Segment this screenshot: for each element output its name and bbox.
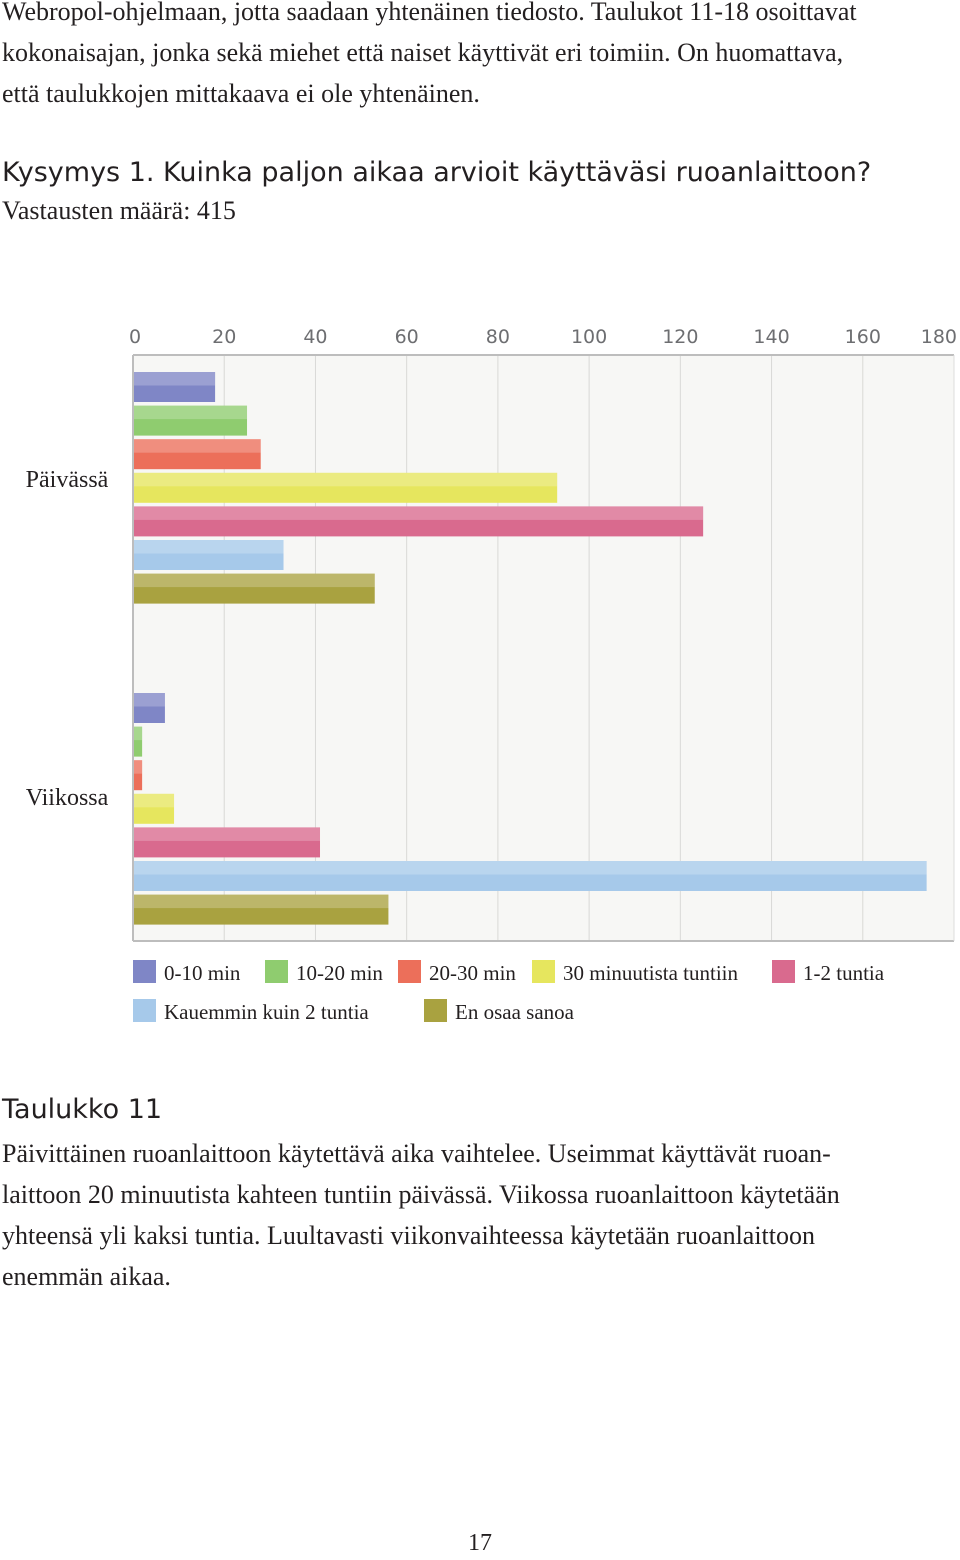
bar [133, 827, 321, 858]
bar-highlight [133, 540, 284, 554]
description-line: Päivittäinen ruoanlaittoon käytettävä ai… [2, 1139, 831, 1168]
x-tick-label: 160 [845, 326, 881, 348]
bar-highlight [133, 506, 704, 520]
legend-label: 10-20 min [296, 961, 383, 985]
description-line: enemmän aikaa. [2, 1262, 171, 1291]
x-tick-label: 180 [921, 326, 957, 348]
bar [133, 894, 389, 925]
bar [133, 540, 284, 570]
legend-label: 20-30 min [429, 961, 516, 985]
bar [133, 506, 704, 537]
legend-label: 0-10 min [164, 961, 241, 985]
bar [133, 861, 927, 891]
x-tick-label: 0 [129, 326, 141, 348]
intro-line: Webropol-ohjelmaan, jotta saadaan yhtenä… [2, 0, 857, 26]
legend-swatch [133, 999, 156, 1022]
bar [133, 693, 165, 723]
bar-highlight [133, 760, 143, 774]
bar-highlight [133, 439, 261, 453]
question-heading: Kysymys 1. Kuinka paljon aikaa arvioit k… [2, 157, 872, 188]
bar [133, 405, 248, 436]
x-tick-label: 80 [486, 326, 510, 348]
bar [133, 472, 558, 503]
bar [133, 760, 143, 791]
response-count: Vastausten määrä: 415 [2, 196, 236, 225]
x-tick-label: 40 [303, 326, 327, 348]
intro-paragraph: Webropol-ohjelmaan, jotta saadaan yhtenä… [2, 0, 857, 114]
description-line: yhteensä yli kaksi tuntia. Luultavasti v… [2, 1221, 816, 1250]
legend-swatch [424, 999, 447, 1022]
category-labels: Päivässä Viikossa [26, 467, 109, 811]
legend-label: 1-2 tuntia [803, 961, 885, 985]
bar-chart: 0 20 40 60 80 100 120 140 160 180 Päivässä Viikoss… [26, 326, 957, 1024]
intro-line: kokonaisajan, jonka sekä miehet että nai… [2, 38, 844, 67]
bar [133, 726, 143, 757]
table-title: Taulukko 11 [2, 1094, 163, 1125]
legend-label: 30 minuutista tuntiin [563, 961, 739, 985]
bar-highlight [133, 573, 375, 588]
description-line: laittoon 20 minuutista kahteen tuntiin p… [2, 1180, 840, 1209]
bar-highlight [133, 894, 389, 909]
page-number: 17 [468, 1530, 492, 1556]
category-label: Viikossa [26, 785, 109, 811]
axes [132, 354, 955, 942]
bars [133, 372, 927, 925]
bar-highlight [133, 861, 927, 875]
bar-highlight [133, 405, 248, 420]
legend: 0-10 min 10-20 min 20-30 min 30 minuutista … [133, 960, 885, 1024]
x-axis-ticks: 0 20 40 60 80 100 120 140 160 180 [129, 326, 957, 348]
category-label: Päivässä [26, 467, 109, 493]
legend-swatch [265, 960, 288, 983]
bar [133, 573, 375, 604]
x-tick-label: 60 [395, 326, 419, 348]
description-paragraph: Päivittäinen ruoanlaittoon käytettävä ai… [2, 1133, 840, 1297]
bar [133, 372, 216, 402]
bar-highlight [133, 472, 558, 487]
intro-line: että taulukkojen mittakaava ei ole yhten… [2, 79, 480, 108]
x-tick-label: 20 [212, 326, 236, 348]
legend-swatch [532, 960, 555, 983]
bar-highlight [133, 827, 321, 841]
x-tick-label: 100 [571, 326, 607, 348]
bar [133, 793, 175, 824]
legend-label: En osaa sanoa [455, 1000, 575, 1024]
bar-highlight [133, 726, 143, 741]
legend-swatch [133, 960, 156, 983]
legend-swatch [772, 960, 795, 983]
bar-highlight [133, 372, 216, 386]
x-tick-label: 140 [753, 326, 789, 348]
bar-highlight [133, 793, 175, 808]
legend-label: Kauemmin kuin 2 tuntia [164, 1000, 369, 1024]
x-tick-label: 120 [662, 326, 698, 348]
legend-swatch [398, 960, 421, 983]
bar-highlight [133, 693, 165, 707]
bar [133, 439, 261, 470]
